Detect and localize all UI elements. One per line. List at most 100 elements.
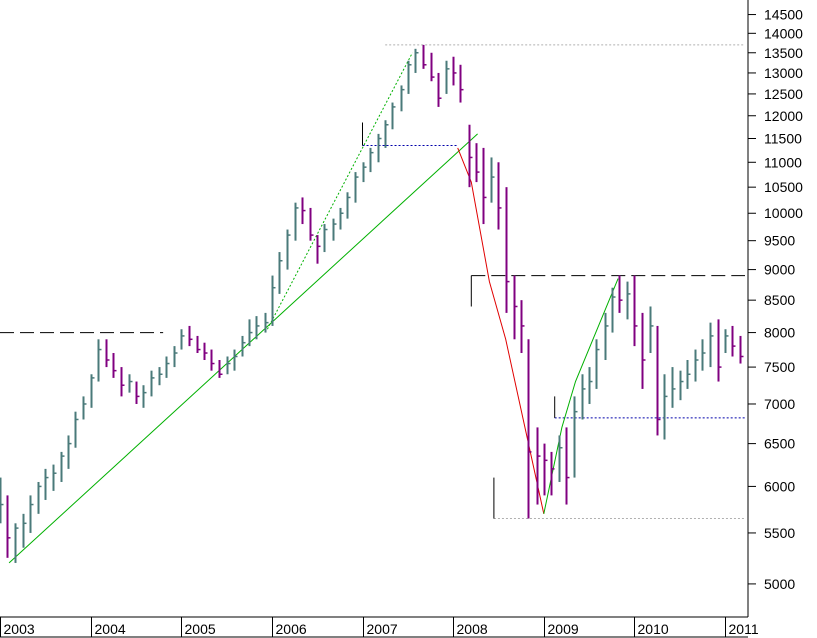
y-tick-label-9000: 9000: [764, 262, 795, 278]
price-bar: [90, 374, 95, 408]
price-bar: [739, 335, 744, 364]
y-tick-label-8500: 8500: [764, 292, 795, 308]
y-tick-label-8000: 8000: [764, 325, 795, 341]
price-bar: [391, 102, 396, 130]
price-bar: [558, 435, 563, 482]
price-bar: [97, 339, 102, 382]
x-tick-label-2006: 2006: [276, 621, 307, 637]
y-tick-label-10000: 10000: [764, 205, 803, 221]
price-bar: [210, 349, 215, 371]
price-bar: [286, 229, 291, 270]
price-bar: [520, 300, 525, 354]
trend-lines: [8, 52, 619, 564]
price-bar: [543, 443, 548, 496]
y-tick-label-12500: 12500: [764, 86, 803, 102]
reference-lines: [0, 44, 745, 520]
price-bar: [128, 374, 133, 393]
price-bar: [407, 60, 412, 94]
price-bar: [112, 353, 117, 378]
price-bar: [316, 235, 321, 264]
price-bar: [679, 370, 684, 401]
price-bar: [430, 52, 435, 82]
y-tick-label-13500: 13500: [764, 45, 803, 61]
price-bar: [6, 495, 11, 558]
x-tick-label-2011: 2011: [729, 621, 759, 637]
y-tick-label-10500: 10500: [764, 179, 803, 195]
price-bar: [513, 275, 518, 340]
x-tick-label-2003: 2003: [4, 621, 35, 637]
trend-line-3: [543, 278, 619, 514]
y-tick-label-5500: 5500: [764, 525, 795, 541]
price-bar: [203, 342, 208, 361]
price-bar: [82, 396, 87, 420]
price-bar: [694, 349, 699, 382]
x-tick-label-2005: 2005: [185, 621, 216, 637]
price-bar: [686, 360, 691, 389]
price-bar: [497, 162, 502, 230]
price-bar: [142, 385, 147, 408]
y-axis-ticks: 14500 14000 13500 13000 12500 12000 11500 11000…: [748, 7, 803, 592]
price-bar: [233, 349, 238, 371]
price-bar: [196, 335, 201, 354]
trend-line-1: [266, 52, 413, 330]
price-bar: [226, 356, 231, 375]
price-bar: [294, 202, 299, 241]
price-bar: [67, 435, 72, 469]
price-bar: [663, 374, 668, 440]
price-bar: [44, 468, 49, 500]
price-bar: [60, 451, 65, 482]
price-bar: [527, 339, 532, 519]
price-bar: [241, 335, 246, 357]
price-bar: [309, 207, 314, 241]
price-bar: [323, 224, 328, 253]
price-bar: [271, 275, 276, 326]
price-bar: [649, 306, 654, 354]
price-bar: [74, 411, 79, 448]
price-bar: [0, 477, 4, 524]
price-bar: [369, 147, 374, 173]
price-bar: [52, 464, 57, 491]
price-bar: [482, 147, 487, 225]
x-tick-label-2010: 2010: [638, 621, 669, 637]
price-bars: [0, 44, 744, 563]
x-axis-ticks: 2003 2004 2005 2006 2007 2008 2009 2010 2011: [0, 617, 759, 637]
price-bar: [105, 339, 110, 368]
price-bar: [490, 157, 495, 203]
price-bar: [459, 64, 464, 103]
y-tick-label-12000: 12000: [764, 108, 803, 124]
price-bar: [354, 172, 359, 203]
price-bar: [437, 72, 442, 107]
price-bar: [120, 367, 125, 397]
price-bar: [604, 312, 609, 361]
price-bar: [332, 218, 337, 241]
price-bar: [626, 281, 631, 320]
price-bar: [165, 356, 170, 378]
y-tick-label-11000: 11000: [764, 154, 802, 170]
price-bar: [641, 312, 646, 389]
y-tick-label-5000: 5000: [764, 576, 795, 592]
price-bar: [264, 312, 269, 333]
price-bar: [468, 124, 473, 188]
y-tick-label-11500: 11500: [764, 131, 802, 147]
price-bar: [218, 360, 223, 378]
price-bar: [709, 322, 714, 368]
price-bar: [384, 120, 389, 148]
price-bar: [14, 523, 19, 563]
price-bar: [22, 513, 27, 548]
price-bar: [180, 329, 185, 350]
price-bar: [414, 48, 419, 73]
price-bar: [377, 133, 382, 163]
y-tick-label-7500: 7500: [764, 359, 795, 375]
price-bar: [717, 319, 722, 382]
y-tick-label-7000: 7000: [764, 396, 795, 412]
price-bar: [581, 374, 586, 420]
price-bar: [475, 143, 480, 183]
price-bar: [173, 346, 178, 368]
price-bar: [656, 325, 661, 436]
y-tick-label-13000: 13000: [764, 65, 803, 81]
price-bar: [150, 370, 155, 397]
price-bar: [248, 319, 253, 347]
price-bar: [255, 316, 260, 340]
axes: [0, 0, 749, 638]
